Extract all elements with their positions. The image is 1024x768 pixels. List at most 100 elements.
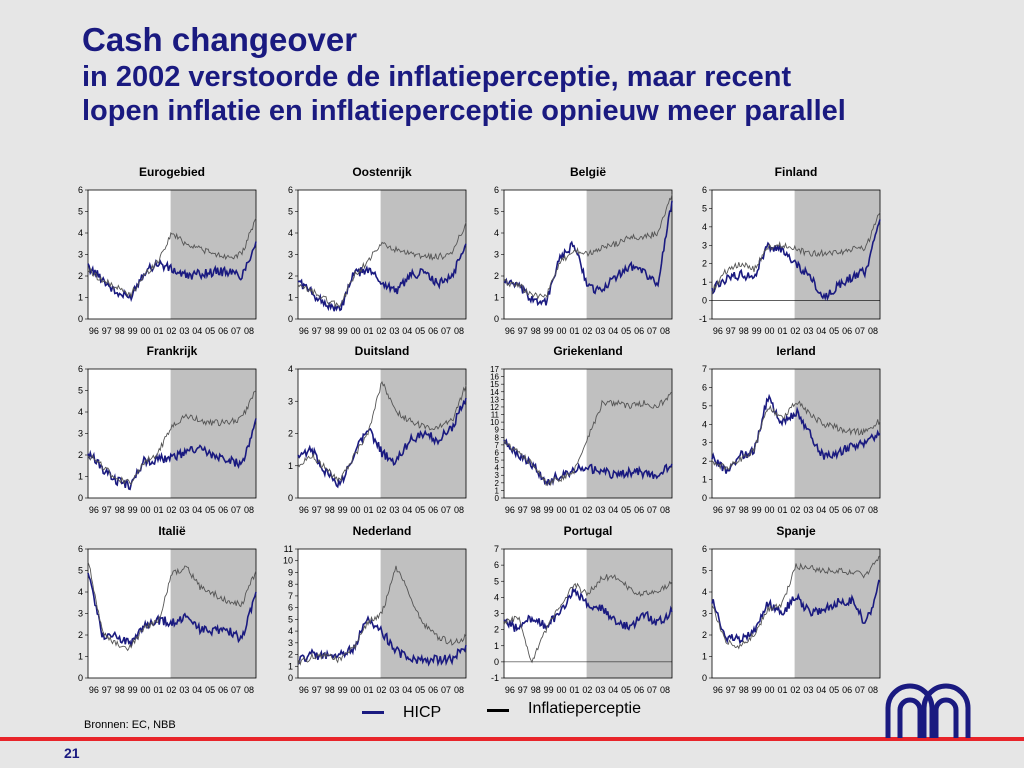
x-tick-label: 05 <box>621 685 631 695</box>
x-tick-label: 98 <box>739 505 749 515</box>
y-tick-label: 6 <box>494 560 499 570</box>
y-tick-label: 5 <box>495 456 500 465</box>
series-line-hicp <box>87 418 257 491</box>
x-tick-label: 96 <box>505 505 515 515</box>
x-tick-label: 98 <box>115 685 125 695</box>
y-tick-label: 0 <box>494 657 499 667</box>
x-tick-label: 01 <box>153 326 163 336</box>
series-line-perception <box>711 555 881 650</box>
series-line-hicp <box>503 200 673 307</box>
x-tick-label: 05 <box>415 326 425 336</box>
x-tick-label: 08 <box>660 505 670 515</box>
y-tick-label: 0 <box>702 493 707 503</box>
shaded-period <box>380 190 466 319</box>
series-line-perception <box>711 211 881 293</box>
y-tick-label: 4 <box>702 587 707 597</box>
plot-border <box>711 189 881 320</box>
x-tick-label: 05 <box>205 685 215 695</box>
y-tick-label: 5 <box>494 207 499 217</box>
x-tick-label: 98 <box>115 505 125 515</box>
x-tick-label: 08 <box>244 326 254 336</box>
y-tick-label: 3 <box>702 438 707 448</box>
x-tick-label: 06 <box>218 326 228 336</box>
y-tick-label: 2 <box>494 625 499 635</box>
y-tick-label: 6 <box>288 185 293 195</box>
title-subtitle-line-2: lopen inflatie en inflatieperceptie opni… <box>82 95 846 127</box>
x-tick-label: 03 <box>803 685 813 695</box>
y-tick-label: 4 <box>495 464 500 473</box>
x-tick-label: 08 <box>454 685 464 695</box>
x-tick-label: 97 <box>518 685 528 695</box>
x-tick-label: 99 <box>544 326 554 336</box>
y-tick-label: 2 <box>288 650 293 660</box>
shaded-period <box>586 190 672 319</box>
x-tick-label: 99 <box>752 326 762 336</box>
chart-title: Duitsland <box>355 344 410 358</box>
x-tick-label: 06 <box>428 685 438 695</box>
slide-title: Cash changeover in 2002 verstoorde de in… <box>82 20 846 128</box>
x-tick-label: 99 <box>752 685 762 695</box>
y-tick-label: 1 <box>78 472 83 482</box>
x-tick-label: 04 <box>816 505 826 515</box>
y-tick-label: 2 <box>288 429 293 439</box>
x-tick-label: 04 <box>608 326 618 336</box>
x-tick-label: 00 <box>141 326 151 336</box>
x-tick-label: 07 <box>231 685 241 695</box>
series-line-hicp <box>87 572 257 647</box>
x-tick-label: 00 <box>351 326 361 336</box>
y-tick-label: 2 <box>78 271 83 281</box>
y-tick-label: 0 <box>78 493 83 503</box>
x-tick-label: 06 <box>842 326 852 336</box>
x-tick-label: 04 <box>816 685 826 695</box>
x-tick-label: 06 <box>634 326 644 336</box>
x-tick-label: 02 <box>790 326 800 336</box>
title-main: Cash changeover <box>82 21 358 58</box>
y-tick-label: 7 <box>495 441 500 450</box>
x-tick-label: 96 <box>505 326 515 336</box>
y-tick-label: 2 <box>494 271 499 281</box>
x-tick-label: 05 <box>415 685 425 695</box>
y-tick-label: 5 <box>78 207 83 217</box>
chart-title: België <box>570 165 606 179</box>
y-tick-label: 0 <box>78 673 83 683</box>
x-tick-label: 97 <box>726 326 736 336</box>
chart-title: Italië <box>158 524 186 538</box>
x-tick-label: 99 <box>338 505 348 515</box>
x-tick-label: 08 <box>868 685 878 695</box>
x-tick-label: 03 <box>179 505 189 515</box>
x-tick-label: 02 <box>790 505 800 515</box>
y-tick-label: 4 <box>288 228 293 238</box>
y-tick-label: 2 <box>702 456 707 466</box>
y-tick-label: 11 <box>491 411 500 420</box>
y-tick-label: 4 <box>494 592 499 602</box>
x-tick-label: 06 <box>428 326 438 336</box>
x-tick-label: 02 <box>582 505 592 515</box>
shaded-period <box>170 190 256 319</box>
y-tick-label: 12 <box>490 403 499 412</box>
x-tick-label: 01 <box>777 505 787 515</box>
page-number: 21 <box>64 745 80 761</box>
x-tick-label: 06 <box>218 505 228 515</box>
source-note: Bronnen: EC, NBB <box>84 719 176 731</box>
x-tick-label: 97 <box>518 505 528 515</box>
x-tick-label: 01 <box>363 326 373 336</box>
legend-hicp-label: HICP <box>403 704 442 721</box>
x-tick-label: 97 <box>726 685 736 695</box>
x-tick-label: 97 <box>102 326 112 336</box>
series-line-perception <box>297 381 467 483</box>
x-tick-label: 98 <box>325 505 335 515</box>
x-tick-label: 99 <box>544 505 554 515</box>
x-tick-label: 07 <box>647 685 657 695</box>
y-tick-label: 14 <box>490 388 499 397</box>
y-tick-label: 6 <box>78 364 83 374</box>
y-tick-label: -1 <box>699 314 707 324</box>
x-tick-label: 98 <box>531 326 541 336</box>
x-tick-label: 06 <box>218 685 228 695</box>
x-tick-label: 96 <box>713 505 723 515</box>
